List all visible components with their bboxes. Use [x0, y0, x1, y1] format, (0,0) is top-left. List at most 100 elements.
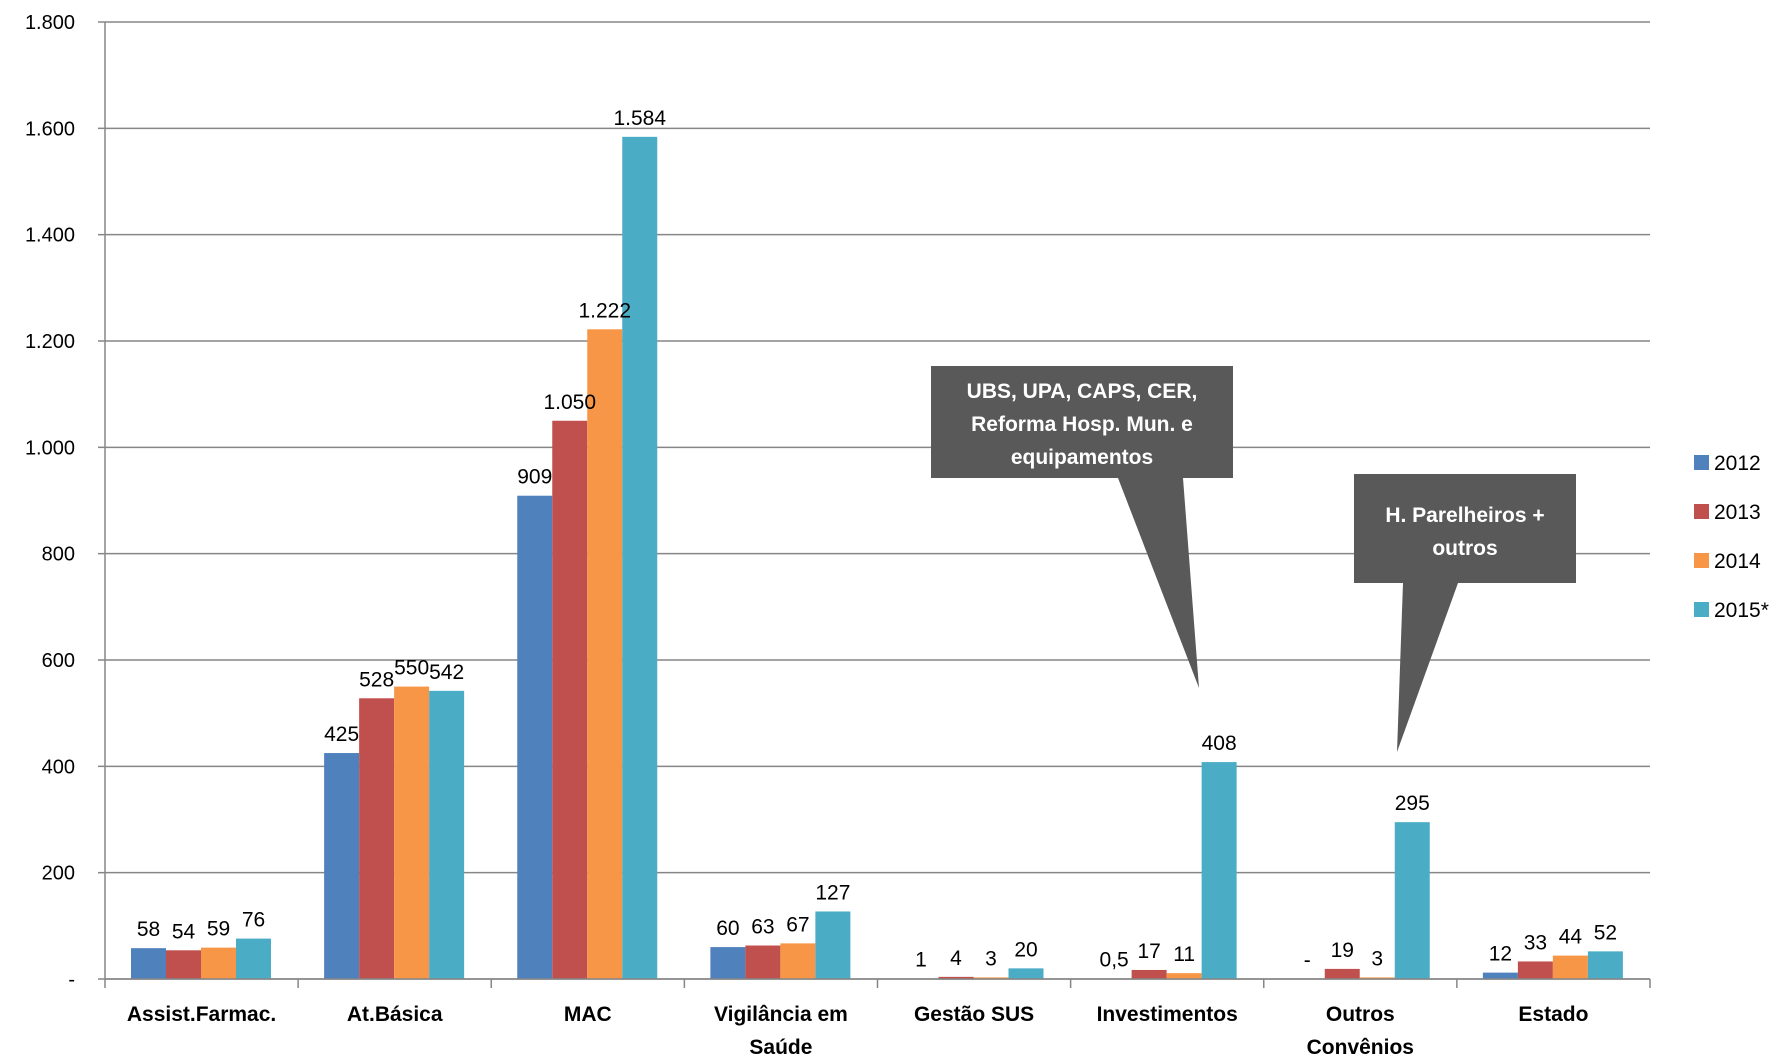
bar-2012-1	[324, 753, 360, 979]
bar-2013-6	[1324, 968, 1360, 979]
legend-label: 2013	[1714, 501, 1761, 524]
bar-2015*-5	[1201, 762, 1237, 979]
category-labels: Assist.Farmac. At.Básica MAC Vigilância em S…	[127, 1003, 1589, 1055]
data-label: 1.222	[578, 299, 631, 322]
data-label: 408	[1202, 732, 1237, 755]
callouts: UBS, UPA, CAPS, CER, Reforma Hosp. Mun. e…	[931, 366, 1576, 752]
data-label: 550	[394, 657, 429, 680]
data-label: 295	[1395, 792, 1430, 815]
category-label: Gestão SUS	[914, 1003, 1034, 1026]
y-tick-label: 1.600	[25, 118, 75, 140]
axes	[104, 22, 1651, 988]
bar-2015*-7	[1587, 951, 1623, 979]
bar-2015*-4	[1008, 968, 1044, 979]
data-label: 17	[1137, 940, 1160, 963]
y-tick-label: 600	[42, 650, 75, 672]
callout-text: Reforma Hosp. Mun. e	[971, 413, 1193, 436]
bar-2013-4	[938, 976, 974, 979]
data-label: 19	[1331, 939, 1354, 962]
bar-2013-0	[166, 950, 201, 979]
bar-2015*-3	[815, 911, 851, 979]
category-label: MAC	[564, 1003, 612, 1026]
category-label: Estado	[1518, 1003, 1588, 1026]
data-label: 60	[716, 917, 739, 940]
data-label: 4	[950, 947, 962, 970]
callout-0: UBS, UPA, CAPS, CER, Reforma Hosp. Mun. e…	[931, 366, 1233, 688]
legend-swatch	[1694, 602, 1709, 617]
data-label: 52	[1594, 921, 1617, 944]
legend-item-2013: 2013	[1694, 501, 1761, 524]
bar-2015*-0	[236, 938, 271, 979]
data-label: 542	[429, 661, 464, 684]
data-label: 3	[985, 947, 997, 970]
data-label: 63	[751, 916, 774, 939]
data-label: 1	[915, 948, 927, 971]
callout-pointer	[1118, 478, 1199, 688]
data-label: 12	[1489, 943, 1512, 966]
y-tick-label: 1.200	[25, 331, 75, 353]
data-label: 59	[207, 918, 230, 941]
bar-2013-7	[1517, 961, 1553, 979]
callout-box	[931, 366, 1233, 478]
bar-2014-7	[1552, 955, 1588, 979]
category-label: Investimentos	[1097, 1003, 1238, 1026]
data-label: 3	[1371, 947, 1383, 970]
data-label: 11	[1173, 943, 1195, 966]
callout-text: equipamentos	[1011, 446, 1153, 469]
legend-item-2012: 2012	[1694, 452, 1761, 475]
y-tick-label: 1.000	[25, 437, 75, 459]
bar-2013-5	[1131, 969, 1167, 979]
legend-label: 2014	[1714, 550, 1761, 573]
bar-2015*-1	[429, 690, 465, 979]
category-label: Vigilância em	[714, 1003, 848, 1026]
callout-pointer	[1397, 583, 1458, 752]
data-label: 528	[359, 668, 394, 691]
legend-item-2015*: 2015*	[1694, 599, 1769, 622]
bar-2015*-6	[1394, 822, 1430, 979]
y-tick-label: 1.800	[25, 12, 75, 34]
data-label: 1.050	[543, 391, 596, 414]
data-label: 58	[137, 918, 160, 941]
data-label: 127	[815, 881, 850, 904]
y-tick-label: -	[68, 969, 75, 991]
y-tick-label: 1.400	[25, 225, 75, 247]
bar-2012-7	[1482, 972, 1518, 979]
category-label: Saúde	[749, 1036, 812, 1055]
y-axis-ticks: - 200 400 600 800 1.000 1.200 1.400 1.600 1.800	[25, 12, 75, 991]
bar-2012-3	[710, 947, 746, 979]
data-label: 0,5	[1100, 949, 1129, 972]
bar-2014-4	[973, 977, 1009, 979]
category-label: Convênios	[1307, 1036, 1414, 1055]
data-label: 20	[1014, 938, 1037, 961]
callout-1: H. Parelheiros + outros	[1354, 474, 1576, 752]
legend-swatch	[1694, 553, 1709, 568]
legend: 2012 2013 2014 2015*	[1694, 452, 1769, 622]
callout-text: H. Parelheiros +	[1385, 504, 1544, 527]
callout-text: UBS, UPA, CAPS, CER,	[967, 380, 1198, 403]
data-label: 1.584	[613, 107, 666, 130]
legend-item-2014: 2014	[1694, 550, 1761, 573]
bar-2014-5	[1166, 973, 1202, 979]
bar-2013-1	[359, 698, 395, 979]
bar-2014-2	[587, 329, 623, 979]
data-label: 54	[172, 920, 196, 943]
bar-2013-2	[552, 420, 588, 979]
category-label: Assist.Farmac.	[127, 1003, 276, 1026]
data-label: 67	[786, 913, 809, 936]
data-label: 909	[517, 466, 552, 489]
data-label: 33	[1524, 931, 1547, 954]
data-label: 425	[324, 723, 359, 746]
category-label: At.Básica	[347, 1003, 443, 1026]
bar-2012-2	[517, 495, 553, 979]
data-label: -	[1304, 949, 1311, 972]
bar-2014-1	[394, 686, 430, 979]
bar-2013-3	[745, 945, 781, 979]
bar-2014-0	[201, 947, 236, 979]
legend-swatch	[1694, 504, 1709, 519]
data-label: 76	[242, 909, 265, 932]
bar-2014-3	[780, 943, 816, 979]
bar-2014-6	[1359, 977, 1395, 979]
y-tick-label: 200	[42, 863, 75, 885]
